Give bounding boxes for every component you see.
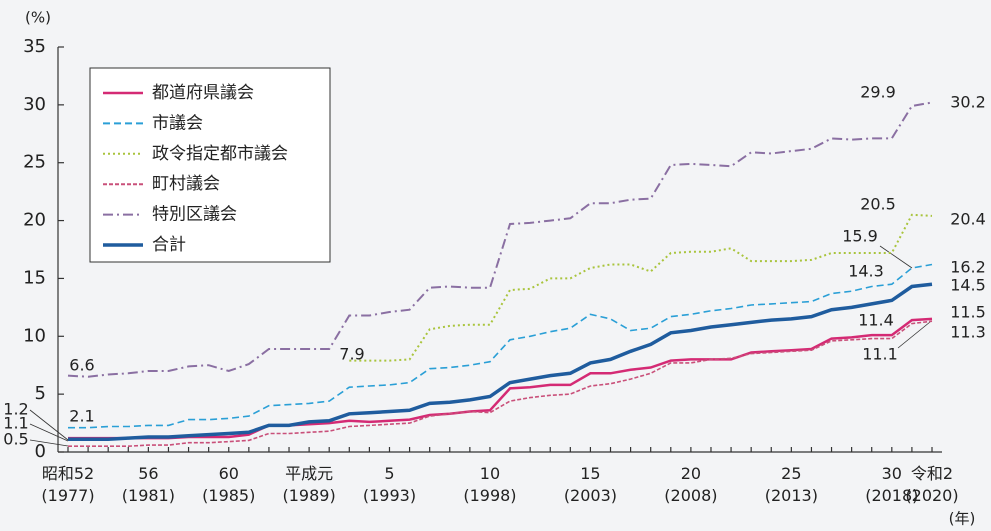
annotation: 30.2 xyxy=(950,93,986,112)
x-tick-label: 56 (1981) xyxy=(122,464,175,505)
series-line xyxy=(68,317,933,440)
leader-line xyxy=(29,439,69,447)
x-tick-label: 10 (1998) xyxy=(463,464,516,505)
legend-label: 町村議会 xyxy=(152,174,220,194)
x-tick-label: 令和2 (2020) xyxy=(905,464,958,505)
x-tick-label: 25 (2013) xyxy=(765,464,818,505)
annotation: 14.5 xyxy=(950,276,986,295)
y-axis-label: (%) xyxy=(25,9,51,27)
x-tick-label: 20 (2008) xyxy=(664,464,717,505)
leader-line xyxy=(29,409,69,441)
x-tick-label: 平成元(1989) xyxy=(283,464,336,505)
series-line xyxy=(68,263,933,429)
series-line xyxy=(67,101,933,378)
y-tick-label: 0 xyxy=(35,441,46,462)
y-tick-label: 15 xyxy=(23,267,46,288)
leader-line xyxy=(879,245,913,269)
annotation: 6.6 xyxy=(69,356,94,375)
annotation: 11.5 xyxy=(950,303,986,322)
leader-lines xyxy=(29,245,931,447)
x-axis-label: (年) xyxy=(949,510,976,528)
annotation: 29.9 xyxy=(860,83,896,102)
legend-label: 特別区議会 xyxy=(152,205,237,225)
annotation: 16.2 xyxy=(950,258,986,277)
legend-label: 合計 xyxy=(152,235,186,255)
y-tick-label: 10 xyxy=(23,325,46,346)
annotation: 14.3 xyxy=(848,262,884,281)
legend-label: 都道府県議会 xyxy=(152,83,254,103)
leader-line xyxy=(29,423,69,442)
series-line xyxy=(68,320,933,447)
x-tick-label: 15 (2003) xyxy=(564,464,617,505)
annotation: 11.4 xyxy=(858,311,894,330)
annotation: 11.1 xyxy=(862,345,898,364)
annotation: 11.3 xyxy=(950,323,986,342)
annotation: 20.5 xyxy=(860,195,896,214)
x-tick-label: 60 (1985) xyxy=(202,464,255,505)
y-tick-label: 25 xyxy=(23,152,46,173)
annotation: 0.5 xyxy=(3,430,28,449)
annotation: 20.4 xyxy=(950,210,986,229)
leader-line xyxy=(897,321,931,349)
legend-label: 政令指定都市議会 xyxy=(152,144,288,164)
x-tick-label: 5 (1993) xyxy=(363,464,416,505)
series-line xyxy=(349,213,933,362)
annotation: 15.9 xyxy=(842,227,878,246)
x-tick-label: 30 (2018) xyxy=(865,464,918,505)
y-tick-label: 5 xyxy=(35,383,46,404)
annotation: 2.1 xyxy=(69,407,94,426)
y-tick-label: 30 xyxy=(23,94,46,115)
annotation: 1.2 xyxy=(3,400,28,419)
x-tick-label: 昭和52 (1977) xyxy=(41,464,94,505)
series-line xyxy=(68,282,933,442)
legend-box xyxy=(89,67,331,263)
legend-label: 市議会 xyxy=(152,113,203,133)
y-tick-label: 35 xyxy=(23,36,46,57)
y-tick-label: 20 xyxy=(23,210,46,231)
annotation: 7.9 xyxy=(339,345,364,364)
annotation: 1.1 xyxy=(3,414,28,433)
